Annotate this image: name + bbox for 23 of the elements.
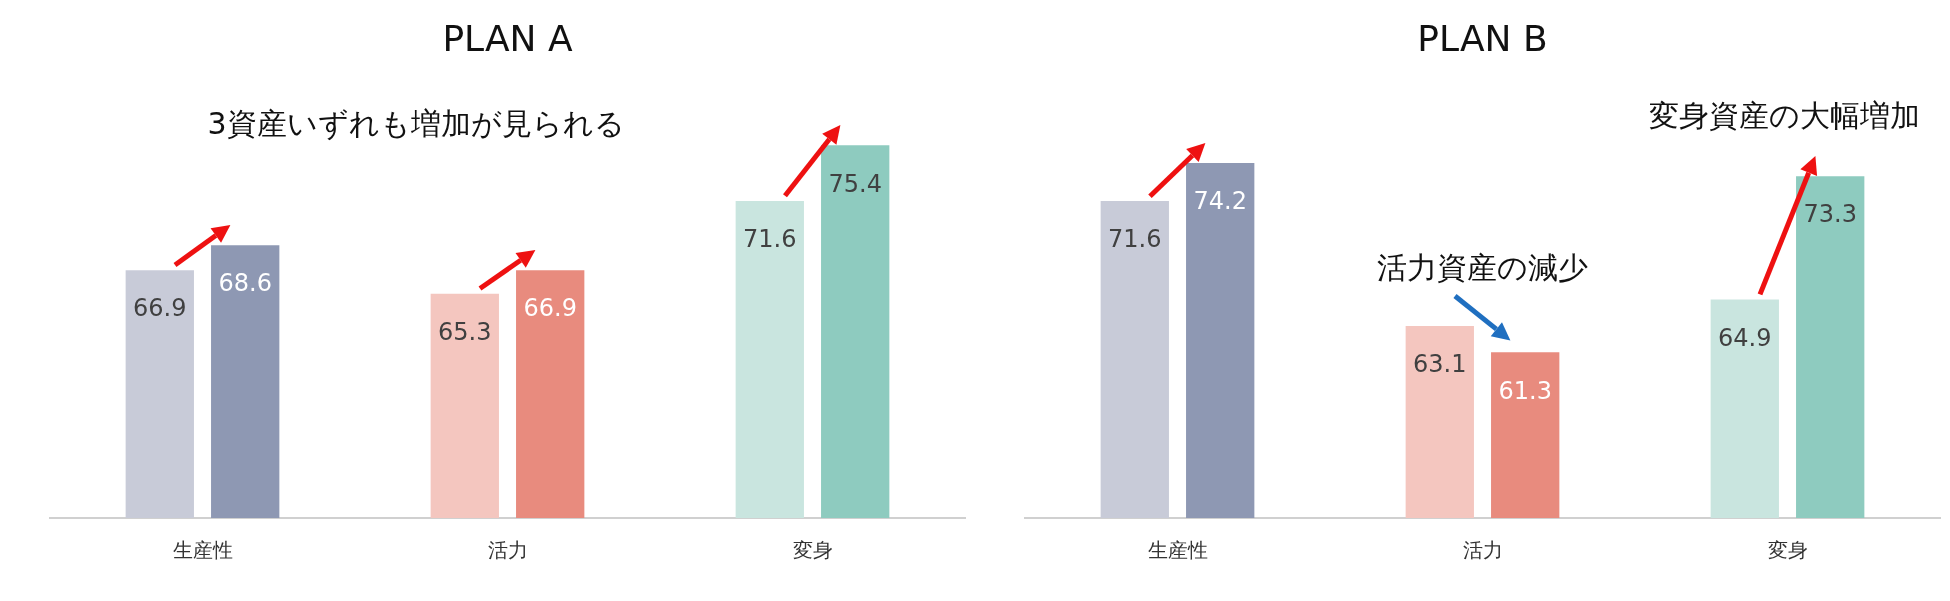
data-label: 63.1 bbox=[1413, 350, 1467, 379]
x-tick-label: 活力 bbox=[1462, 538, 1503, 563]
chart-title: PLAN A bbox=[442, 17, 573, 59]
data-label: 64.9 bbox=[1718, 323, 1772, 352]
chart-title: PLAN B bbox=[1417, 17, 1548, 59]
data-label: 74.2 bbox=[1193, 187, 1247, 216]
data-label: 71.6 bbox=[1108, 225, 1162, 254]
data-label: 75.4 bbox=[828, 169, 882, 198]
data-label: 65.3 bbox=[438, 317, 492, 346]
data-label: 66.9 bbox=[523, 294, 577, 323]
x-tick-label: 変身 bbox=[792, 538, 833, 563]
data-label: 68.6 bbox=[218, 269, 272, 298]
data-label: 66.9 bbox=[133, 294, 187, 323]
data-label: 61.3 bbox=[1498, 376, 1552, 405]
data-label: 73.3 bbox=[1803, 200, 1857, 229]
text: 変身資産の大幅増加 bbox=[1648, 97, 1920, 133]
x-tick-label: 活力 bbox=[487, 538, 528, 563]
annotation: 活力資産の減少 bbox=[1377, 249, 1588, 285]
x-tick-label: 生産性 bbox=[1147, 538, 1208, 563]
x-tick-label: 生産性 bbox=[172, 538, 233, 563]
text: 3資産いずれも増加が見られる bbox=[207, 106, 625, 142]
x-tick-label: 変身 bbox=[1767, 538, 1808, 563]
data-label: 71.6 bbox=[743, 225, 797, 254]
